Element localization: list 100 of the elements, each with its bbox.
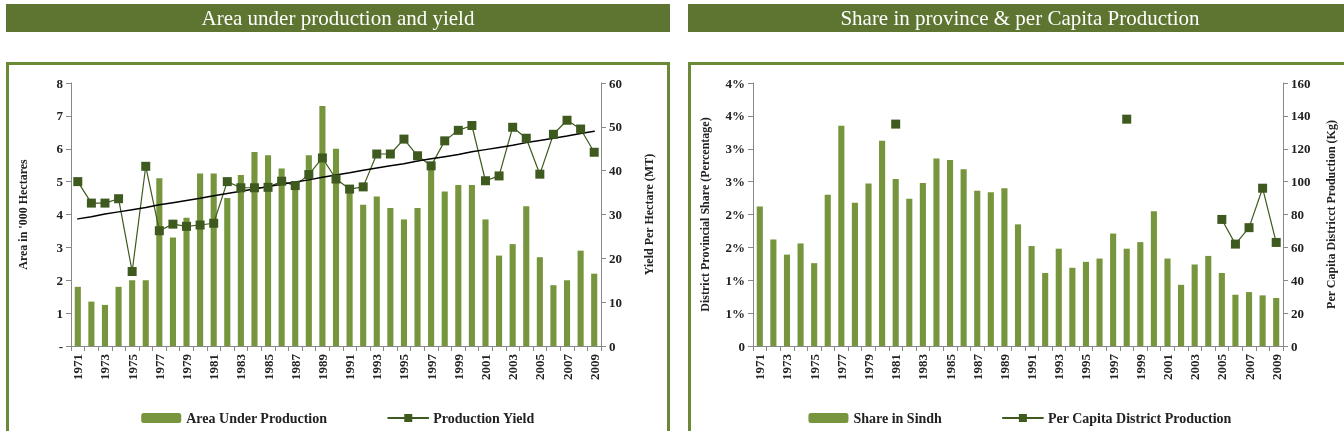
chart-title: Area under production and yield bbox=[6, 4, 670, 32]
x-tick-label: 2007 bbox=[1241, 353, 1257, 380]
y2-tick-label: 40 bbox=[609, 163, 622, 179]
point bbox=[576, 124, 586, 134]
legend-label: Area Under Production bbox=[186, 410, 328, 426]
x-tick-label: 2003 bbox=[505, 353, 521, 380]
x-tick-label: 1973 bbox=[779, 353, 795, 380]
bar bbox=[496, 255, 503, 346]
bar bbox=[550, 285, 557, 346]
x-tick-label: 2001 bbox=[477, 354, 493, 380]
x-tick-label: 1971 bbox=[70, 354, 86, 380]
bar bbox=[906, 198, 913, 346]
y-tick-label: 2 bbox=[56, 272, 63, 288]
bar bbox=[101, 304, 109, 346]
x-tick-label: 1993 bbox=[1051, 353, 1067, 380]
bar bbox=[468, 184, 475, 346]
y2-tick-label: 140 bbox=[1291, 108, 1311, 124]
y-tick-label: 5 bbox=[56, 174, 64, 190]
bar bbox=[1069, 267, 1076, 346]
x-tick-label: 1981 bbox=[206, 354, 222, 380]
bar bbox=[783, 254, 791, 346]
y-tick-label: 3 bbox=[56, 239, 64, 255]
bar bbox=[346, 191, 353, 346]
bar bbox=[770, 239, 777, 346]
bar bbox=[563, 280, 571, 346]
legend-label: Per Capita District Production bbox=[1047, 410, 1232, 426]
x-tick-label: 1977 bbox=[833, 353, 849, 380]
point bbox=[508, 122, 518, 132]
bar bbox=[933, 158, 940, 346]
bar bbox=[811, 263, 818, 346]
y2-tick-label: 40 bbox=[1291, 272, 1304, 288]
bar bbox=[387, 207, 394, 346]
point bbox=[589, 147, 599, 157]
bar bbox=[1082, 261, 1090, 346]
bar bbox=[482, 219, 489, 346]
bar bbox=[210, 173, 217, 346]
x-tick-label: 1987 bbox=[969, 353, 985, 380]
point bbox=[535, 169, 545, 179]
x-tick-label: 1983 bbox=[233, 353, 249, 380]
y-tick-label: 2% bbox=[725, 239, 745, 255]
y-tick-label: 7 bbox=[56, 108, 64, 124]
point bbox=[345, 184, 355, 194]
bar bbox=[1137, 242, 1144, 346]
x-tick-label: 1997 bbox=[1105, 353, 1121, 380]
x-tick-label: 1979 bbox=[861, 353, 877, 380]
x-tick-label: 1997 bbox=[423, 353, 439, 380]
x-tick-label: 1991 bbox=[1024, 354, 1040, 380]
y-tick-label: 1% bbox=[725, 305, 745, 321]
x-tick-label: 1985 bbox=[942, 353, 958, 380]
bar bbox=[1014, 224, 1022, 346]
bar bbox=[974, 190, 981, 346]
x-tick-label: 1995 bbox=[1078, 353, 1094, 380]
bar bbox=[1232, 294, 1239, 346]
bar bbox=[1245, 292, 1253, 346]
bar bbox=[879, 140, 886, 346]
point bbox=[426, 161, 436, 171]
bar bbox=[960, 169, 967, 346]
x-tick-label: 1993 bbox=[369, 353, 385, 380]
bar bbox=[1028, 246, 1035, 346]
x-tick-label: 1977 bbox=[151, 353, 167, 380]
y2-tick-label: 60 bbox=[609, 75, 622, 91]
bar bbox=[278, 168, 285, 346]
bar bbox=[1218, 273, 1225, 346]
bar bbox=[115, 286, 122, 346]
y2-tick-label: 120 bbox=[1291, 141, 1311, 157]
bar bbox=[129, 280, 136, 346]
bar bbox=[797, 243, 804, 346]
bar bbox=[1123, 248, 1130, 346]
y-tick-label: 4% bbox=[725, 75, 745, 91]
x-tick-label: 1979 bbox=[179, 353, 195, 380]
point bbox=[86, 198, 96, 208]
bar bbox=[251, 152, 258, 346]
point bbox=[277, 176, 287, 186]
x-tick-label: 2009 bbox=[1268, 353, 1284, 380]
point bbox=[1271, 237, 1281, 247]
bar bbox=[142, 280, 149, 346]
y2-tick-label: 60 bbox=[1291, 239, 1304, 255]
y2-tick-label: 160 bbox=[1291, 75, 1311, 91]
point bbox=[114, 194, 124, 204]
chart-title: Share in province & per Capita Production bbox=[688, 4, 1344, 32]
x-tick-label: 1983 bbox=[915, 353, 931, 380]
x-tick-label: 1999 bbox=[450, 353, 466, 380]
bar bbox=[183, 217, 190, 346]
bar bbox=[1178, 284, 1185, 346]
bar bbox=[224, 198, 231, 346]
y-tick-label: 1% bbox=[725, 272, 745, 288]
y-tick-label: - bbox=[58, 338, 63, 354]
x-tick-label: 1975 bbox=[806, 353, 822, 380]
bar bbox=[237, 175, 244, 346]
bar bbox=[987, 192, 994, 346]
bar bbox=[919, 182, 926, 346]
y-axis-title: District Provincial Share (Percentage) bbox=[698, 117, 712, 312]
point bbox=[494, 171, 504, 181]
y2-axis-title: Yield Per Hectare (MT) bbox=[642, 153, 656, 276]
y2-tick-label: 0 bbox=[609, 338, 616, 354]
y-tick-label: 8 bbox=[56, 75, 64, 91]
point bbox=[1122, 114, 1132, 124]
y-tick-label: 3% bbox=[725, 141, 745, 157]
x-tick-label: 1985 bbox=[260, 353, 276, 380]
point bbox=[1230, 239, 1240, 249]
